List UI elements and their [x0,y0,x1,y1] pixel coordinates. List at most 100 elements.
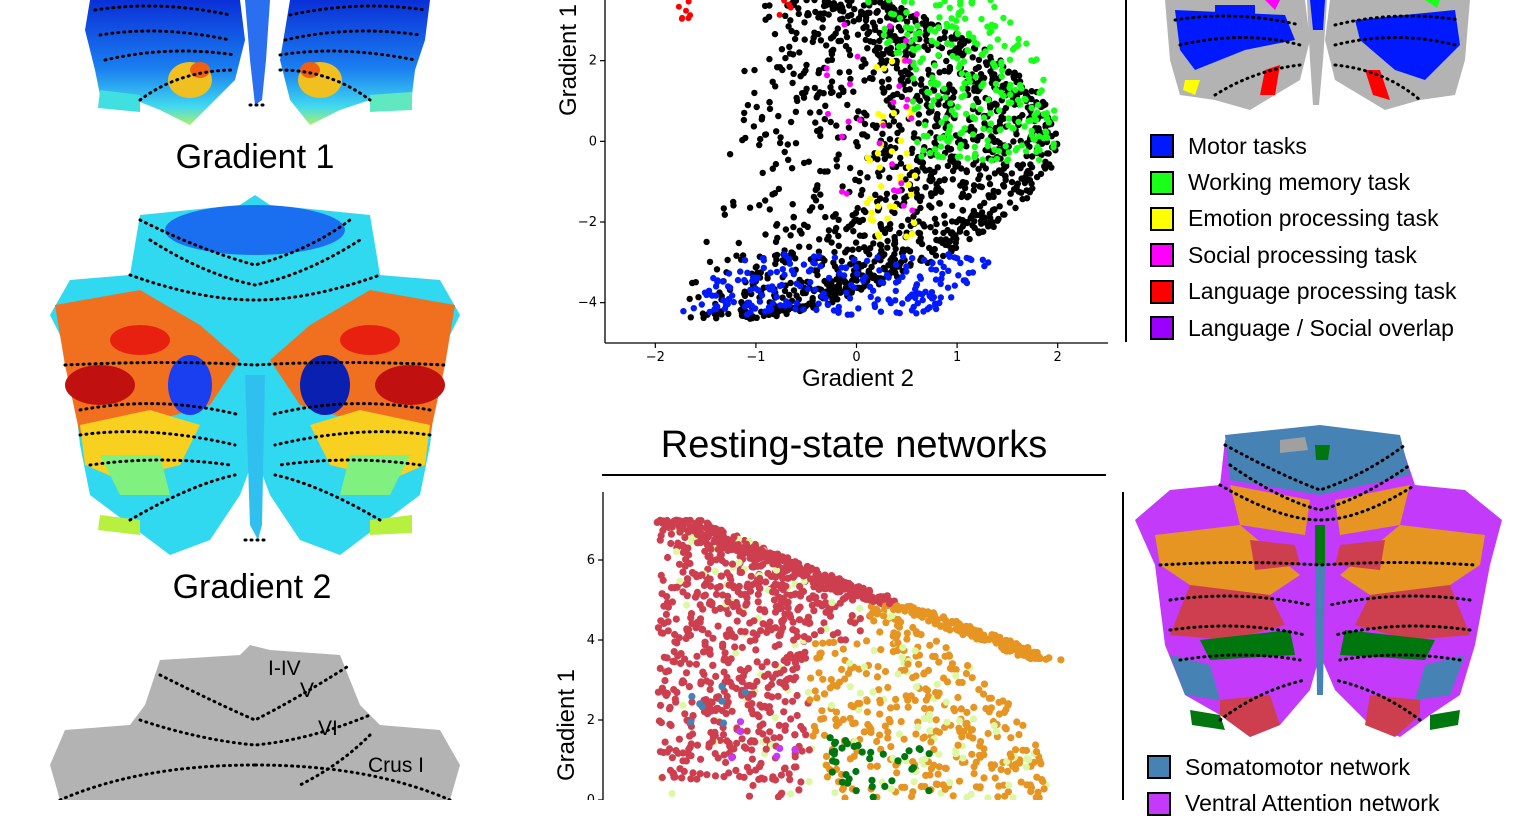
task-point [725,270,733,277]
rest-point [796,582,804,590]
task-point [679,14,686,21]
rest-point [719,731,728,739]
task-point [959,190,967,197]
task-point [1051,107,1058,114]
task-point [937,188,945,195]
rest-point [793,711,801,720]
task-point [878,50,885,58]
task-point [929,176,936,183]
rest-point [995,698,1003,706]
task-point [971,87,978,94]
rest-point [752,766,760,774]
rest-point [1002,645,1011,653]
rest-point [759,551,767,559]
rest-point [672,615,680,623]
rest-point [842,771,850,779]
rest-point [660,653,668,661]
rest-point [769,588,777,596]
rest-point [738,735,746,743]
task-point [965,47,972,55]
rest-point [661,677,669,685]
task-point [987,68,994,75]
rest-point [973,628,981,636]
task-point [881,266,888,273]
rest-point [869,593,877,602]
task-point [877,308,885,315]
rest-point [987,761,995,769]
task-point [839,183,846,190]
task-point [977,203,984,210]
task-point [955,64,963,71]
task-point [800,94,808,101]
task-point [991,170,999,177]
rest-point [778,553,786,561]
task-point [786,63,793,71]
task-point [781,0,788,4]
task-point [952,45,960,52]
task-legend-separator [1125,0,1127,342]
task-point [892,279,900,286]
rest-point [656,664,664,672]
task-point [803,0,810,4]
task-point [835,92,843,99]
rest-point [924,692,932,700]
task-x-tick-label: 0 [852,350,860,365]
rest-point [791,590,800,598]
task-point [897,154,904,162]
rest-point [856,604,864,613]
task-point [986,44,994,51]
rest-point [863,708,871,716]
task-point [819,24,826,31]
task-point [902,24,910,31]
task-point [924,46,931,54]
task-point [827,118,834,126]
task-point [913,11,920,18]
task-point [931,146,939,153]
task-point [922,184,929,191]
rest-point [1040,785,1048,793]
task-point [881,2,888,10]
rest-point [925,750,933,758]
legend-swatch-emotion [1150,206,1174,231]
task-point [807,266,815,273]
task-point [937,259,944,266]
task-point [908,0,915,6]
rest-point [970,770,978,778]
task-point [772,160,780,168]
task-point [854,204,861,212]
rest-point [771,661,779,669]
rest-point [893,769,901,777]
task-point [703,238,710,246]
rest-point [815,584,824,592]
task-point [1000,14,1007,22]
task-point [782,226,790,233]
rest-point [841,636,850,644]
task-point [919,164,926,171]
task-point [880,65,888,72]
task-y-tick-label: −2 [578,215,597,230]
task-point [986,101,994,109]
task-point [782,54,789,62]
rest-point [900,735,908,743]
task-point [989,219,996,226]
rest-point [727,655,735,663]
task-point [926,304,933,311]
rest-point [1015,731,1023,739]
rest-point [707,728,715,737]
task-point [920,308,927,315]
task-point [1034,101,1042,109]
rest-point [806,696,814,704]
task-point [885,83,893,91]
task-point [937,153,944,160]
rest-point [912,683,920,691]
rest-point [787,715,795,723]
rest-point [780,565,788,573]
rest-point [770,596,778,604]
rest-point [926,716,934,724]
rest-point [915,745,923,753]
rest-point [766,708,774,717]
rest-point [673,583,681,591]
task-point [909,207,916,214]
rest-point [729,582,737,590]
task-point [878,78,886,86]
